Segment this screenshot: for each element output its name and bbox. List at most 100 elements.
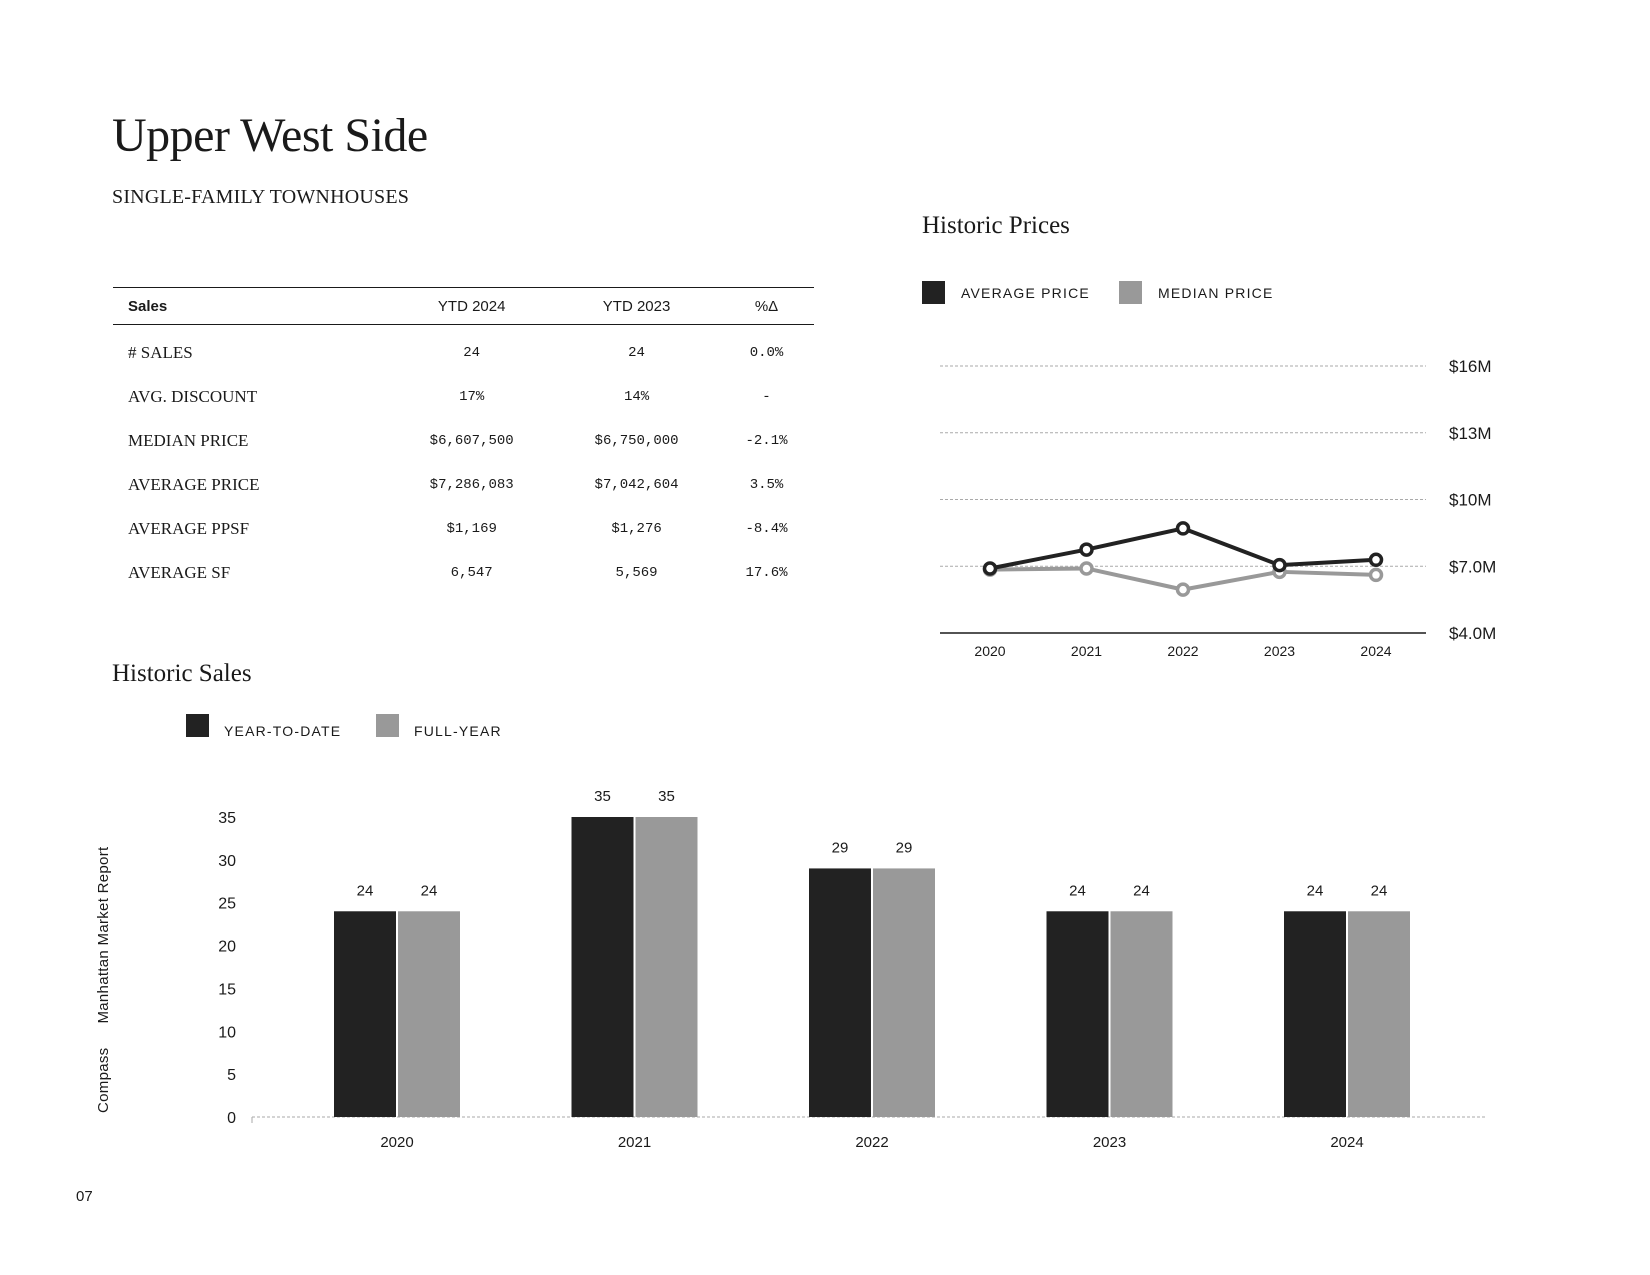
bar-year-to-date [1046,911,1109,1117]
historic-sales-chart: 0 5 10 15 20 25 30 35 24 24 2020 35 35 2021 29 29 2022 24… [218,788,1486,1151]
report-name: Manhattan Market Report [95,846,112,1024]
legend-swatch-full-year [376,714,399,737]
x-tick-label: 2022 [1167,643,1198,659]
change-value: - [762,389,771,405]
bar-data-label: 24 [1133,882,1150,899]
historic-prices-chart: $4.0M $7.0M $10M $13M $16M 2020 2021 2022 2023 20… [940,357,1496,659]
y-tick-label: $13M [1449,424,1492,443]
y-tick-label: 35 [218,810,236,827]
x-tick-label: 2023 [1264,643,1295,659]
y-tick-label: 15 [218,981,236,998]
legend-label-full-year: FULL-YEAR [414,723,502,739]
ytd-2024-value: 24 [463,345,481,361]
average-price-point [1368,552,1384,568]
legend-label-year-to-date: YEAR-TO-DATE [224,723,342,739]
bar-year-to-date [334,911,396,1117]
y-tick-label: 25 [218,896,236,913]
bar-data-label: 29 [832,839,849,856]
y-tick-label: 5 [227,1067,236,1084]
y-tick-label: $10M [1449,491,1492,510]
bar-year-to-date [571,817,634,1117]
bar-data-label: 35 [658,788,675,805]
bar-year-to-date [1284,911,1346,1117]
x-tick-label: 2023 [1093,1134,1126,1151]
column-header-ytd-2024: YTD 2024 [389,287,555,325]
x-tick-label: 2024 [1330,1134,1363,1151]
change-value: 3.5% [749,477,784,493]
average-price-point [1175,521,1191,536]
row-label: AVG. DISCOUNT [128,387,258,406]
y-tick-label: 20 [218,939,236,956]
bar-data-label: 35 [594,788,611,805]
historic-sales-title: Historic Sales [112,660,252,687]
legend-swatch-year-to-date [186,714,209,737]
average-price-point [1272,557,1287,573]
ytd-2024-value: 17% [459,389,485,405]
ytd-2023-value: 14% [623,389,650,405]
ytd-2023-value: 5,569 [615,565,658,581]
y-tick-label: $4.0M [1449,624,1496,643]
page-number: 07 [76,1188,93,1205]
x-tick-label: 2020 [380,1134,413,1151]
bar-full-year [635,817,698,1117]
table-row: AVERAGE SF 6,547 5,569 17.6% [113,551,814,595]
change-value: 0.0% [749,345,784,361]
side-footer: Compass Manhattan Market Report [95,847,112,1113]
bar-data-label: 29 [896,839,913,856]
x-tick-label: 2021 [1071,643,1102,659]
ytd-2024-value: $6,607,500 [429,433,514,449]
table-row: # SALES 24 24 0.0% [113,325,814,376]
table-row: AVG. DISCOUNT 17% 14% - [113,375,814,419]
median-price-point [1079,561,1094,576]
bar-full-year [1110,911,1173,1117]
row-label: AVERAGE PRICE [128,475,260,494]
legend-swatch-median-price [1119,281,1142,304]
bar-data-label: 24 [357,882,374,899]
change-value: -2.1% [745,433,788,449]
page-title: Upper West Side [112,109,428,162]
y-tick-label: 30 [218,853,236,870]
bar-full-year [398,911,460,1117]
change-value: 17.6% [745,565,788,581]
row-label: AVERAGE SF [128,563,231,582]
ytd-2024-value: $1,169 [446,521,497,537]
bar-data-label: 24 [1307,882,1324,899]
table-row: AVERAGE PRICE $7,286,083 $7,042,604 3.5% [113,463,814,507]
brand-name: Compass [95,1047,112,1113]
x-tick-label: 2021 [618,1134,651,1151]
change-value: -8.4% [745,521,788,537]
sales-table: Sales YTD 2024 YTD 2023 %Δ # SALES 24 24 0.… [113,287,814,595]
ytd-2023-value: $1,276 [611,521,662,537]
historic-prices-title: Historic Prices [922,212,1070,239]
column-header-sales: Sales [113,287,390,325]
row-label: AVERAGE PPSF [128,519,250,538]
x-tick-label: 2022 [855,1134,888,1151]
bar-full-year [1348,911,1410,1117]
legend-label-median-price: MEDIAN PRICE [1158,285,1274,301]
row-label: # SALES [128,343,193,362]
x-tick-label: 2024 [1360,643,1391,659]
bar-data-label: 24 [421,882,438,899]
ytd-2024-value: 6,547 [450,565,493,581]
median-price-point [1368,567,1384,583]
bar-data-label: 24 [1069,882,1086,899]
bar-data-label: 24 [1371,882,1388,899]
y-tick-label: $7.0M [1449,557,1496,576]
row-label: MEDIAN PRICE [128,431,249,450]
x-tick-label: 2020 [974,643,1005,659]
table-row: AVERAGE PPSF $1,169 $1,276 -8.4% [113,507,814,551]
legend-swatch-average-price [922,281,945,304]
bar-full-year [873,868,935,1117]
column-header-change: %Δ [719,287,814,325]
ytd-2023-value: $7,042,604 [594,477,679,493]
y-tick-label: 0 [227,1110,236,1127]
y-tick-label: 10 [218,1024,236,1041]
ytd-2024-value: $7,286,083 [429,477,514,493]
y-tick-label: $16M [1449,357,1492,376]
ytd-2023-value: $6,750,000 [594,433,679,449]
average-price-point [982,561,998,576]
page-subtitle: SINGLE-FAMILY TOWNHOUSES [112,186,410,208]
sales-table-header: Sales YTD 2024 YTD 2023 %Δ [113,287,814,325]
median-price-point [1175,582,1191,597]
average-price-point [1079,542,1094,557]
